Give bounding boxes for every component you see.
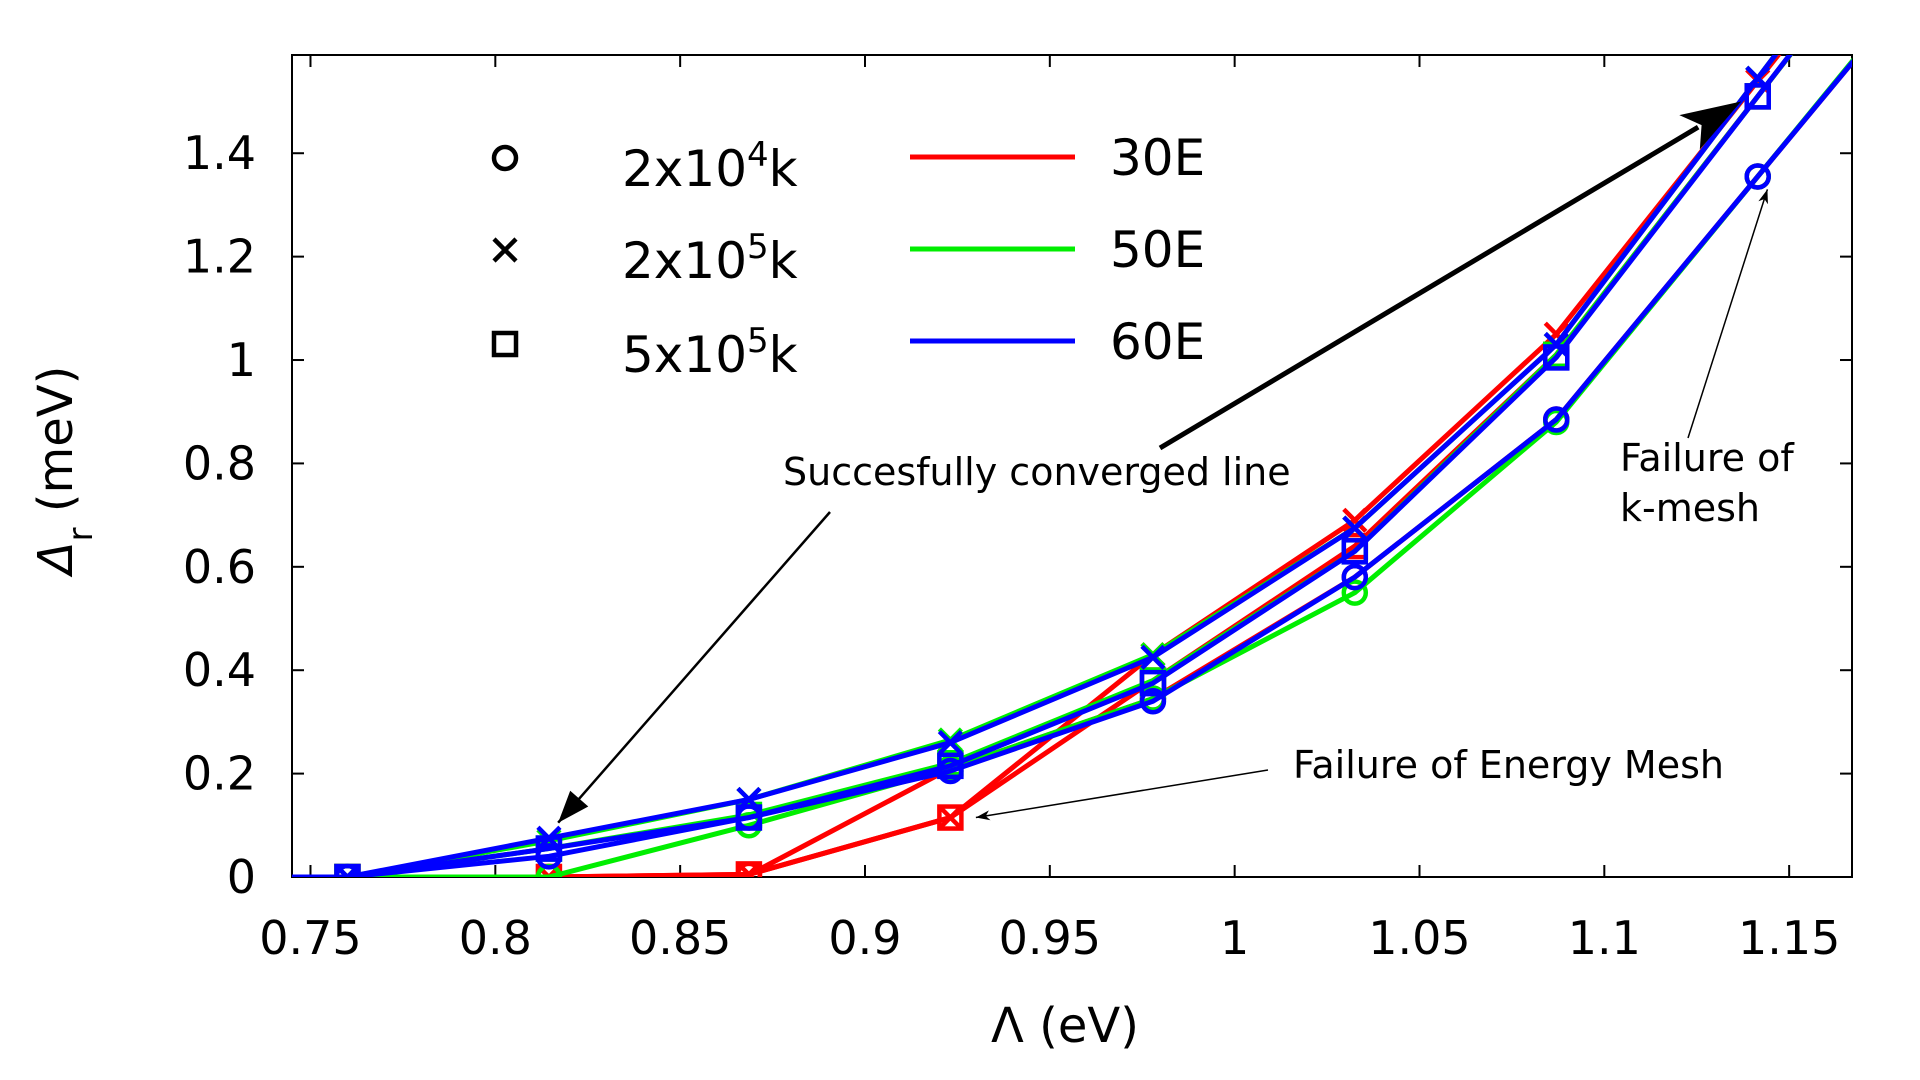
- x-tick-label: 1: [1220, 911, 1249, 965]
- legend-exponent: 4: [747, 135, 769, 175]
- legend-marker-label: 2x105k: [622, 227, 798, 290]
- circle-marker: [1139, 687, 1167, 715]
- series-line: [292, 55, 1793, 877]
- square-marker: [735, 804, 763, 831]
- legend-marker-label: 2x104k: [622, 135, 798, 198]
- plot-area: 0.75 0.8 0.85 0.9 0.95 1 1.05 1.1 1.1500.20.40.6…: [183, 54, 1853, 965]
- annotation-arrow-thin: [975, 769, 1269, 821]
- square-marker: [937, 804, 964, 831]
- plot-frame: [291, 54, 1853, 878]
- y-axis-title-unit: (meV): [28, 366, 84, 528]
- cross-marker: [937, 729, 963, 756]
- cross-marker: [334, 864, 361, 877]
- series-group: [292, 55, 1852, 877]
- annotation-arrowhead: [558, 790, 589, 823]
- legend-base: 5x10: [622, 326, 747, 384]
- y-tick-label: 0: [227, 850, 256, 904]
- circle-marker: [1543, 406, 1570, 433]
- square-marker: [1139, 669, 1167, 697]
- square-marker: [735, 861, 763, 877]
- legend-exponent: 5: [747, 321, 769, 361]
- series-60e-5x10-5k: [292, 55, 1793, 877]
- legend-exponent: 5: [747, 227, 769, 267]
- y-tick-label: 1: [227, 333, 256, 387]
- legend-marker-label: 5x105k: [622, 321, 798, 384]
- axis-labels: Λ (eV) Δr (meV): [28, 366, 1139, 1054]
- series-60e-2x10-5k: [292, 55, 1779, 877]
- y-tick-label: 1.2: [183, 230, 256, 284]
- x-tick-label: 0.75: [259, 911, 361, 965]
- annotation-k-mesh-line1: Failure of: [1620, 436, 1795, 480]
- circle-marker: [491, 144, 519, 172]
- annotation-arrow-thin: [1687, 189, 1769, 439]
- y-tick-label: 0.4: [183, 643, 256, 697]
- square-marker: [1744, 83, 1771, 110]
- square-marker: [491, 330, 519, 358]
- square-marker: [535, 835, 563, 862]
- circle-marker: [1341, 563, 1369, 591]
- annotation-arrow: [557, 511, 831, 824]
- cross-marker: [1342, 507, 1368, 533]
- x-tick-label: 0.95: [999, 911, 1101, 965]
- cross-marker: [1140, 644, 1166, 670]
- legend-suffix: k: [769, 140, 798, 198]
- annotation-arrow-large: [1158, 124, 1700, 451]
- cross-marker: [1342, 515, 1368, 541]
- square-marker: [937, 752, 964, 780]
- y-tick-label: 0.6: [183, 540, 256, 594]
- square-marker: [1543, 344, 1570, 371]
- x-tick-label: 0.9: [828, 911, 901, 965]
- legend-base: 2x10: [622, 232, 747, 290]
- legend-base: 2x10: [622, 140, 747, 198]
- legend-suffix: k: [769, 232, 798, 290]
- circle-marker: [1341, 579, 1369, 606]
- y-tick-label: 0.8: [183, 436, 256, 490]
- legend-line-label: 50E: [1110, 221, 1205, 279]
- circle-marker: [1744, 163, 1771, 190]
- x-tick-label: 1.1: [1568, 911, 1641, 965]
- x-tick-label: 0.8: [459, 911, 532, 965]
- cross-marker: [492, 237, 518, 263]
- y-axis-title-symbol: Δ: [28, 541, 84, 578]
- square-marker: [334, 863, 361, 877]
- annotation-converged: Succesfully converged line: [783, 450, 1291, 494]
- y-axis-title: Δr (meV): [28, 366, 101, 579]
- legend-suffix: k: [769, 326, 798, 384]
- square-marker: [1341, 538, 1369, 565]
- legend-line-label: 60E: [1110, 313, 1205, 371]
- annotation-k-mesh-line2: k-mesh: [1620, 486, 1760, 530]
- annotation-group: Succesfully converged line Failure of Ene…: [557, 101, 1795, 824]
- legend-line-label: 30E: [1110, 129, 1205, 187]
- x-axis-title: Λ (eV): [991, 998, 1139, 1054]
- x-tick-label: 1.15: [1738, 911, 1840, 965]
- y-axis-title-subscript: r: [61, 527, 101, 541]
- y-tick-label: 1.4: [183, 126, 256, 180]
- y-tick-label: 0.2: [183, 747, 256, 801]
- annotation-energy-mesh: Failure of Energy Mesh: [1293, 743, 1724, 787]
- x-tick-label: 0.85: [629, 911, 731, 965]
- series-line: [292, 55, 1779, 877]
- x-tick-label: 1.05: [1368, 911, 1470, 965]
- annotation-arrowhead-large: [1679, 101, 1742, 150]
- series-line: [292, 58, 1852, 877]
